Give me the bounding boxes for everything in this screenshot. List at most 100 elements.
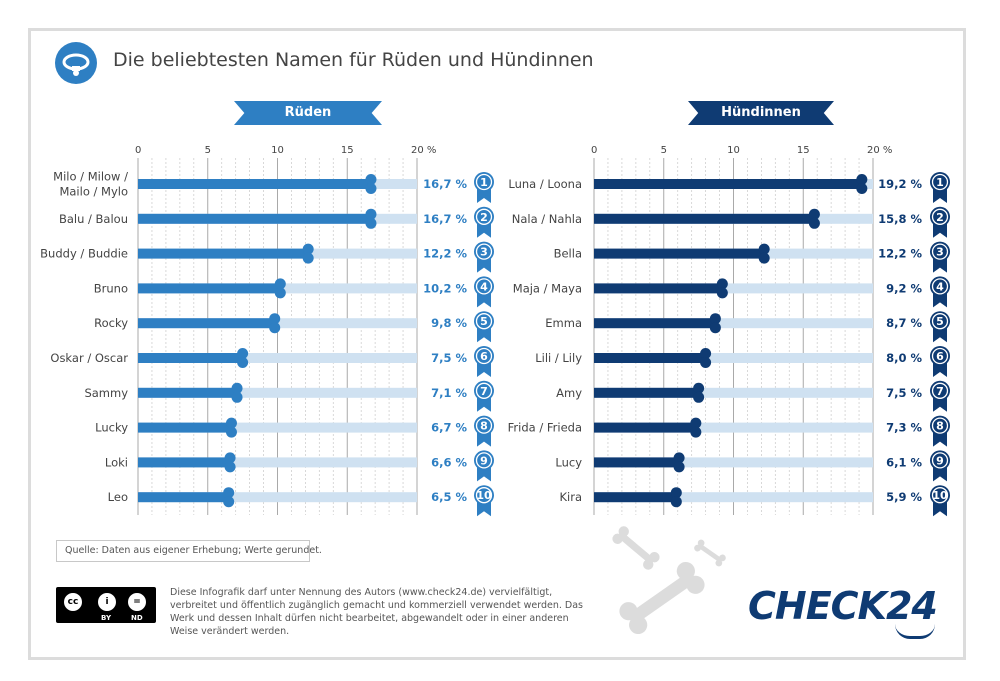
male-category-label: Oskar / Oscar: [50, 351, 128, 365]
female-bar-track: [594, 387, 873, 398]
female-category-label: Nala / Nahla: [512, 212, 582, 226]
female-bar-end: [700, 348, 712, 359]
female-rank-ring: [931, 173, 949, 191]
female-value-label: 6,1 %: [886, 455, 922, 469]
male-bar-end: [302, 243, 314, 255]
male-rank-ring: [475, 173, 493, 191]
female-rank-ribbon: [933, 431, 947, 447]
male-rank-ring: [475, 313, 493, 330]
dog-bone-icon: [612, 526, 660, 570]
female-bar: [594, 353, 706, 363]
female-category-label: Maja / Maya: [513, 281, 582, 295]
dog-collar-icon: [55, 42, 97, 84]
female-rank-number: 4: [936, 280, 944, 293]
female-bar-end: [758, 252, 770, 264]
male-value-label: 6,7 %: [431, 421, 467, 435]
female-bar-track: [594, 492, 873, 503]
ribbon-female: Hündinnen: [688, 101, 834, 125]
female-tick-label: 15: [797, 145, 810, 156]
male-bar: [138, 213, 371, 224]
male-value-label: 7,5 %: [431, 351, 467, 365]
female-bar-end: [709, 313, 721, 325]
male-bar: [138, 353, 243, 363]
female-bar-end: [709, 322, 721, 334]
male-category-label: Leo: [108, 490, 128, 504]
female-rank-ring: [931, 313, 949, 330]
female-rank-ring: [931, 278, 949, 295]
female-rank-ribbon: [933, 501, 947, 517]
male-rank-number: 2: [480, 211, 488, 224]
female-bar-track: [594, 318, 873, 329]
male-bar: [138, 248, 309, 259]
male-value-label: 10,2 %: [423, 281, 467, 295]
male-value-label: 12,2 %: [423, 247, 467, 261]
male-bar-end: [365, 174, 377, 185]
female-rank-number: 5: [936, 315, 944, 328]
male-value-label: 6,6 %: [431, 455, 467, 469]
male-bar-end: [224, 452, 236, 464]
female-rank-number: 9: [936, 454, 944, 467]
female-rank-number: 2: [936, 211, 944, 224]
cc-by-label: BY: [101, 614, 112, 622]
male-rank-number: 3: [480, 246, 488, 259]
male-bar-track: [138, 457, 417, 468]
male-category-label: Rocky: [94, 316, 128, 330]
female-bar: [594, 457, 680, 468]
male-bar-end: [269, 322, 281, 334]
female-bar-track: [594, 422, 873, 433]
female-rank-number: 3: [936, 246, 944, 259]
female-bar: [594, 248, 765, 259]
female-bar-track: [594, 283, 873, 294]
female-rank-number: 7: [936, 385, 944, 398]
female-value-label: 9,2 %: [886, 281, 922, 295]
female-bar-end: [690, 426, 702, 438]
male-rank-ribbon: [477, 466, 491, 482]
dog-bone-icon: [694, 539, 726, 567]
male-bar-end: [274, 287, 286, 299]
male-value-label: 7,1 %: [431, 386, 467, 400]
female-tick-label: 0: [591, 145, 597, 156]
cc-icon: cc: [62, 591, 84, 613]
male-rank-number: 7: [480, 385, 488, 398]
female-bar: [594, 492, 677, 503]
female-value-label: 7,5 %: [886, 386, 922, 400]
page-title: Die beliebtesten Namen für Rüden und Hün…: [113, 49, 594, 71]
female-bar: [594, 283, 723, 294]
female-bar-end: [808, 208, 820, 220]
female-value-label: 12,2 %: [878, 247, 922, 261]
male-tick-label: 5: [205, 145, 211, 156]
male-category-label: Balu / Balou: [59, 212, 128, 226]
male-bar-end: [231, 391, 243, 403]
male-rank-number: 4: [480, 280, 488, 293]
female-rank-ring: [931, 487, 949, 504]
female-bar-end: [670, 487, 682, 499]
source-note: Quelle: Daten aus eigener Erhebung; Wert…: [56, 540, 322, 562]
female-bar-end: [673, 452, 685, 464]
female-rank-ribbon: [933, 362, 947, 377]
male-rank-ribbon: [477, 327, 491, 343]
female-category-label: Lucy: [555, 455, 582, 469]
female-bar-end: [693, 382, 705, 394]
infographic-frame: [28, 28, 966, 660]
female-rank-number: 6: [936, 350, 944, 363]
female-category-label: Amy: [556, 386, 582, 400]
dog-bone-icon: [619, 561, 705, 635]
male-bar-track: [138, 387, 417, 398]
male-rank-ring: [475, 417, 493, 434]
male-category-label: Buddy / Buddie: [40, 247, 128, 261]
male-rank-ribbon: [477, 292, 491, 308]
male-bar-end: [223, 496, 235, 508]
female-value-label: 8,0 %: [886, 351, 922, 365]
male-bar: [138, 457, 231, 468]
male-bar-end: [225, 417, 237, 429]
female-category-label: Bella: [554, 247, 582, 261]
person-icon: i: [96, 591, 118, 613]
female-value-label: 15,8 %: [878, 212, 922, 226]
male-bar: [138, 318, 275, 329]
cc-license-badge: cc i = BY ND: [56, 587, 156, 623]
male-value-label: 16,7 %: [423, 212, 467, 226]
female-bar-end: [856, 174, 868, 185]
male-rank-ring: [475, 452, 493, 469]
male-rank-ribbon: [477, 431, 491, 447]
female-bar-end: [758, 243, 770, 255]
